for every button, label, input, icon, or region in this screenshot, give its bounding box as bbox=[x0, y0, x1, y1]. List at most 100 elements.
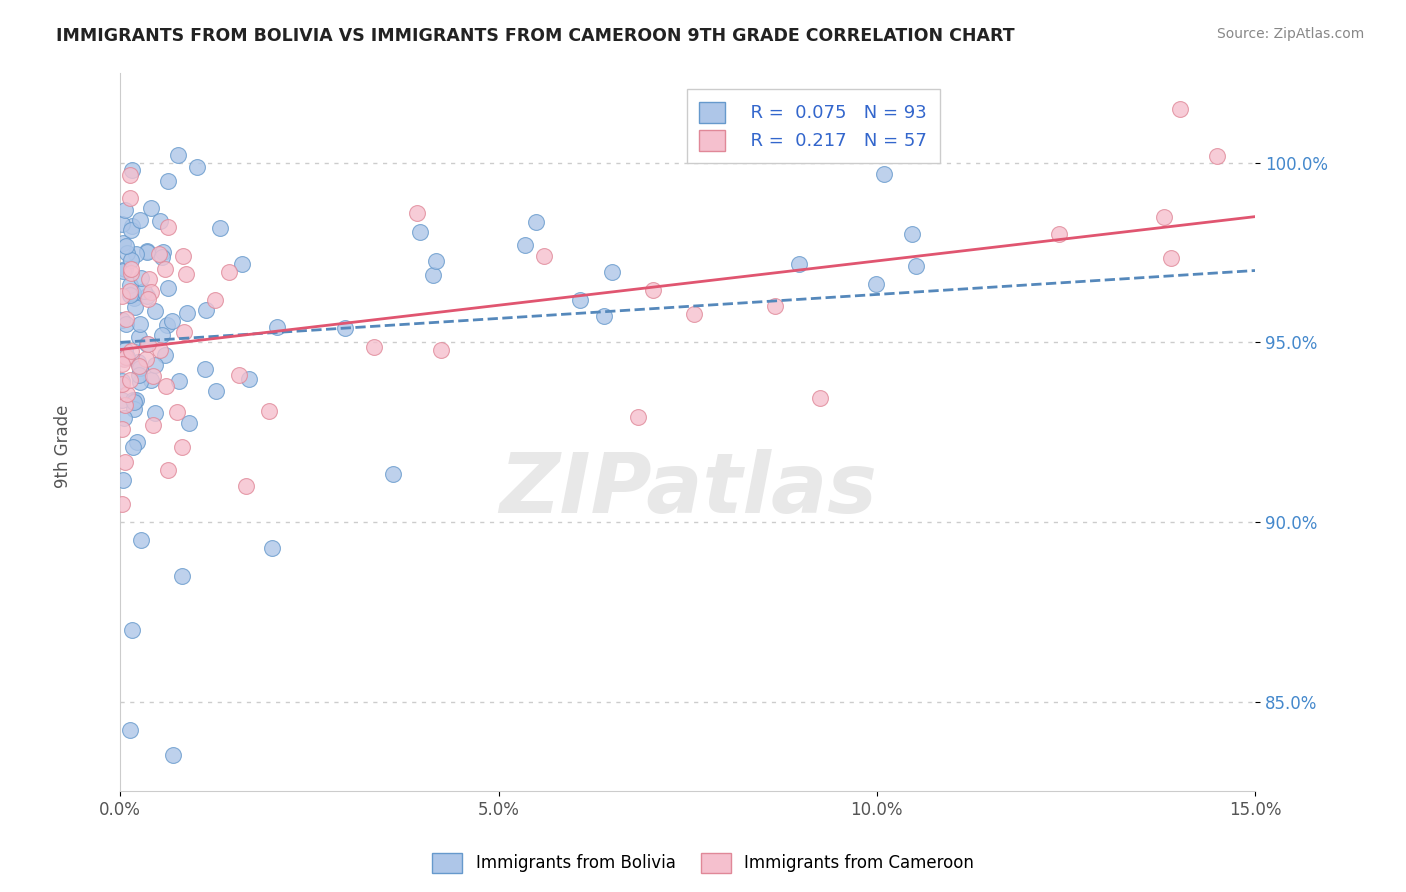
Point bbox=[763, 299, 786, 313]
Point bbox=[136, 244, 159, 259]
Point bbox=[112, 235, 135, 250]
Point bbox=[260, 541, 283, 555]
Point bbox=[152, 328, 174, 343]
Point bbox=[127, 354, 149, 368]
Point bbox=[143, 303, 166, 318]
Point bbox=[129, 212, 152, 227]
Point bbox=[124, 300, 146, 314]
Point bbox=[162, 748, 184, 763]
Point bbox=[111, 264, 134, 278]
Point bbox=[170, 440, 193, 454]
Point bbox=[873, 167, 896, 181]
Point bbox=[120, 169, 142, 183]
Point bbox=[115, 317, 138, 331]
Point bbox=[138, 271, 160, 285]
Point bbox=[1153, 210, 1175, 224]
Point bbox=[111, 473, 134, 487]
Point bbox=[111, 312, 134, 326]
Point bbox=[904, 259, 927, 273]
Legend:   R =  0.075   N = 93,   R =  0.217   N = 57: R = 0.075 N = 93, R = 0.217 N = 57 bbox=[686, 89, 939, 163]
Point bbox=[643, 284, 665, 298]
Point bbox=[1168, 102, 1191, 116]
Point bbox=[174, 267, 197, 281]
Point bbox=[142, 418, 165, 433]
Point bbox=[118, 723, 141, 738]
Point bbox=[156, 281, 179, 295]
Point bbox=[120, 223, 142, 237]
Point bbox=[900, 227, 922, 241]
Point bbox=[266, 319, 288, 334]
Text: 9th Grade: 9th Grade bbox=[55, 404, 72, 488]
Point bbox=[150, 250, 173, 264]
Point bbox=[115, 246, 138, 260]
Point bbox=[122, 395, 145, 409]
Text: IMMIGRANTS FROM BOLIVIA VS IMMIGRANTS FROM CAMEROON 9TH GRADE CORRELATION CHART: IMMIGRANTS FROM BOLIVIA VS IMMIGRANTS FR… bbox=[56, 27, 1015, 45]
Point bbox=[121, 219, 143, 233]
Point bbox=[136, 336, 159, 351]
Point bbox=[238, 371, 260, 385]
Point bbox=[363, 340, 385, 354]
Point bbox=[162, 314, 184, 328]
Point bbox=[259, 404, 281, 418]
Point bbox=[128, 317, 150, 331]
Point bbox=[156, 318, 179, 332]
Point bbox=[865, 277, 887, 291]
Point bbox=[125, 435, 148, 450]
Point bbox=[148, 214, 170, 228]
Point bbox=[136, 288, 159, 302]
Point bbox=[134, 284, 156, 298]
Point bbox=[156, 219, 179, 234]
Point bbox=[600, 265, 623, 279]
Point bbox=[173, 326, 195, 340]
Point bbox=[122, 440, 145, 454]
Point bbox=[111, 289, 134, 303]
Point bbox=[122, 286, 145, 301]
Point bbox=[120, 278, 142, 293]
Legend: Immigrants from Bolivia, Immigrants from Cameroon: Immigrants from Bolivia, Immigrants from… bbox=[426, 847, 980, 880]
Point bbox=[111, 357, 134, 371]
Point bbox=[143, 358, 166, 372]
Point bbox=[381, 467, 404, 481]
Point bbox=[425, 254, 447, 268]
Point bbox=[114, 312, 136, 326]
Point bbox=[111, 422, 134, 436]
Point bbox=[111, 497, 134, 511]
Point bbox=[1160, 251, 1182, 265]
Point bbox=[1047, 227, 1070, 241]
Point bbox=[218, 265, 240, 279]
Point bbox=[152, 244, 174, 259]
Point bbox=[112, 352, 135, 367]
Point bbox=[142, 369, 165, 384]
Point bbox=[115, 350, 138, 364]
Point bbox=[333, 321, 356, 335]
Point bbox=[120, 266, 142, 280]
Point bbox=[139, 201, 162, 215]
Point bbox=[136, 292, 159, 306]
Point bbox=[120, 252, 142, 267]
Point bbox=[627, 409, 650, 424]
Point bbox=[122, 392, 145, 407]
Text: ZIPatlas: ZIPatlas bbox=[499, 449, 876, 530]
Point bbox=[568, 293, 591, 307]
Point bbox=[120, 262, 142, 277]
Point bbox=[135, 351, 157, 366]
Point bbox=[114, 262, 136, 277]
Point bbox=[129, 361, 152, 376]
Point bbox=[128, 375, 150, 389]
Point bbox=[121, 623, 143, 637]
Point bbox=[533, 249, 555, 263]
Point bbox=[128, 368, 150, 383]
Point bbox=[157, 462, 180, 476]
Point bbox=[170, 569, 193, 583]
Point bbox=[111, 377, 134, 392]
Point bbox=[907, 102, 929, 116]
Point bbox=[592, 309, 614, 323]
Point bbox=[135, 244, 157, 258]
Point bbox=[117, 387, 139, 401]
Point bbox=[429, 343, 451, 358]
Point bbox=[122, 291, 145, 305]
Point bbox=[114, 239, 136, 253]
Point bbox=[125, 247, 148, 261]
Point bbox=[139, 373, 162, 387]
Point bbox=[120, 287, 142, 301]
